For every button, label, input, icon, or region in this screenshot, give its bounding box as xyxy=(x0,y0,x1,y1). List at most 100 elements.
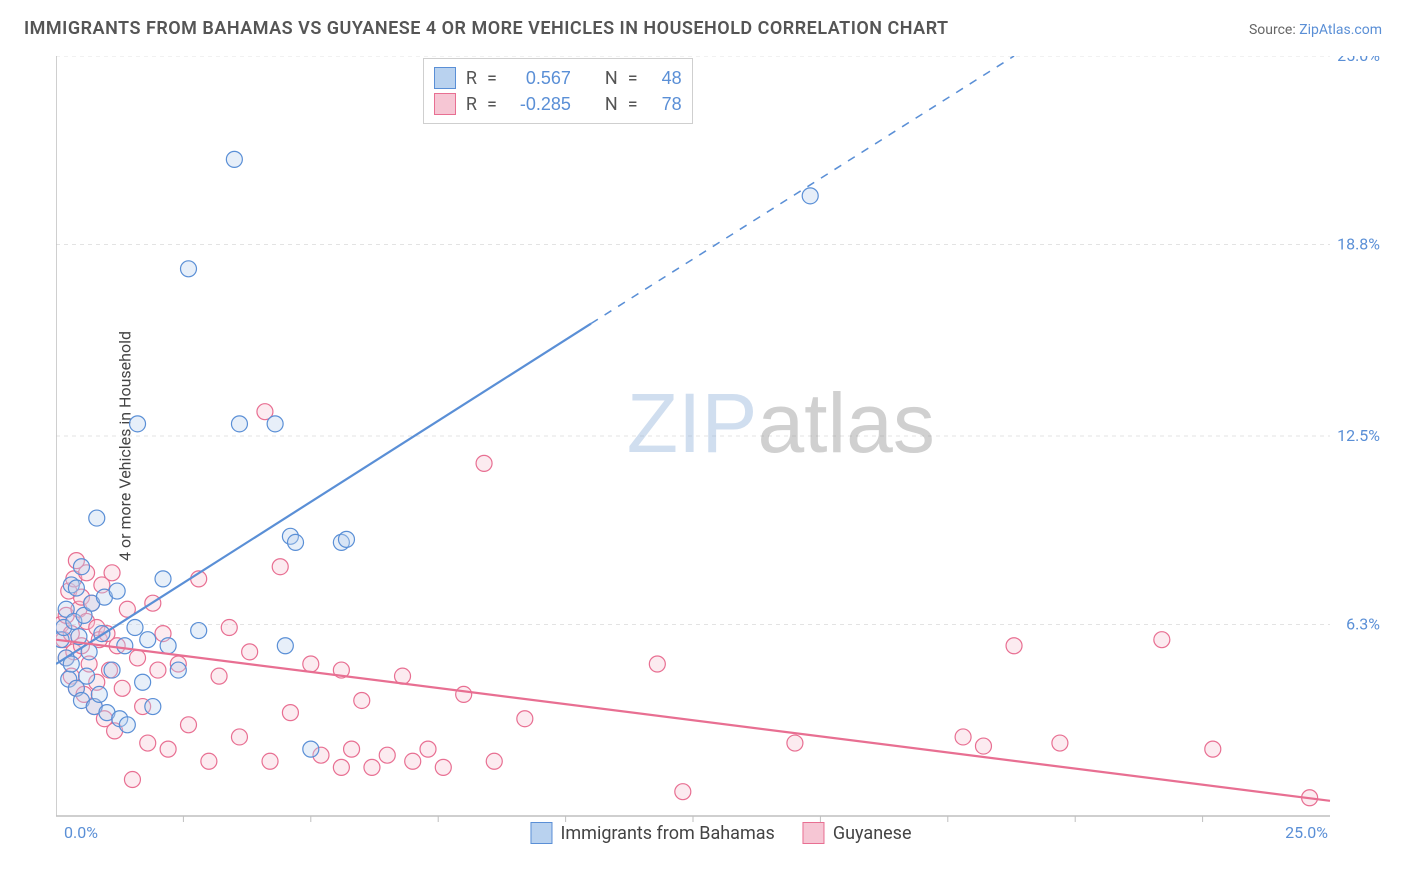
data-point-bahamas xyxy=(68,580,84,596)
data-point-guyanese xyxy=(282,705,298,721)
data-point-bahamas xyxy=(130,416,146,432)
y-tick-label: 6.3% xyxy=(1346,614,1380,633)
chart-svg: 6.3%12.5%18.8%25.0%0.0%25.0% xyxy=(56,56,1386,846)
corr-R-label: R xyxy=(466,68,477,89)
data-point-guyanese xyxy=(262,753,278,769)
corr-swatch-bahamas xyxy=(434,67,456,89)
data-point-bahamas xyxy=(117,638,133,654)
data-point-guyanese xyxy=(435,759,451,775)
data-point-bahamas xyxy=(104,662,120,678)
legend-swatch-guyanese xyxy=(803,822,825,844)
data-point-bahamas xyxy=(127,620,143,636)
data-point-guyanese xyxy=(1154,632,1170,648)
x-tick-label: 25.0% xyxy=(1285,823,1328,842)
data-point-guyanese xyxy=(649,656,665,672)
data-point-bahamas xyxy=(155,571,171,587)
data-point-guyanese xyxy=(420,741,436,757)
source-label: Source: xyxy=(1249,22,1299,38)
data-point-guyanese xyxy=(787,735,803,751)
data-point-guyanese xyxy=(517,711,533,727)
data-point-guyanese xyxy=(114,680,130,696)
y-tick-label: 12.5% xyxy=(1337,426,1380,445)
source-attribution: Source: ZipAtlas.com xyxy=(1249,22,1382,38)
corr-N-label: N xyxy=(605,68,618,89)
data-point-guyanese xyxy=(211,668,227,684)
data-point-guyanese xyxy=(955,729,971,745)
data-point-guyanese xyxy=(1205,741,1221,757)
data-point-bahamas xyxy=(231,416,247,432)
corr-eq: = xyxy=(487,68,497,89)
corr-row-bahamas: R = 0.567 N = 48 xyxy=(434,65,682,91)
data-point-bahamas xyxy=(170,662,186,678)
data-point-bahamas xyxy=(802,188,818,204)
data-point-guyanese xyxy=(675,784,691,800)
data-point-guyanese xyxy=(180,717,196,733)
data-point-guyanese xyxy=(303,656,319,672)
data-point-guyanese xyxy=(476,455,492,471)
corr-R-value-guyanese: -0.285 xyxy=(507,94,571,115)
data-point-guyanese xyxy=(486,753,502,769)
data-point-guyanese xyxy=(231,729,247,745)
corr-eq: = xyxy=(628,68,638,89)
data-point-bahamas xyxy=(119,717,135,733)
source-link[interactable]: ZipAtlas.com xyxy=(1299,22,1382,38)
y-tick-label: 25.0% xyxy=(1337,56,1380,65)
data-point-guyanese xyxy=(242,644,258,660)
data-point-bahamas xyxy=(135,674,151,690)
data-point-bahamas xyxy=(226,151,242,167)
data-point-bahamas xyxy=(180,261,196,277)
data-point-bahamas xyxy=(288,534,304,550)
data-point-guyanese xyxy=(160,741,176,757)
data-point-guyanese xyxy=(405,753,421,769)
data-point-bahamas xyxy=(89,510,105,526)
corr-swatch-guyanese xyxy=(434,93,456,115)
data-point-guyanese xyxy=(344,741,360,757)
data-point-guyanese xyxy=(364,759,380,775)
corr-N-value-guyanese: 78 xyxy=(648,94,682,115)
data-point-guyanese xyxy=(272,559,288,575)
data-point-guyanese xyxy=(140,735,156,751)
chart-plot-area: 6.3%12.5%18.8%25.0%0.0%25.0% ZIPatlas R=… xyxy=(56,56,1386,846)
data-point-bahamas xyxy=(338,531,354,547)
corr-N-label: N xyxy=(605,94,618,115)
corr-row-guyanese: R = -0.285 N = 78 xyxy=(434,91,682,117)
corr-R-value-bahamas: 0.567 xyxy=(507,68,571,89)
data-point-bahamas xyxy=(191,623,207,639)
data-point-bahamas xyxy=(277,638,293,654)
trendline-bahamas xyxy=(56,324,591,664)
data-point-guyanese xyxy=(333,759,349,775)
legend-item-guyanese: Guyanese xyxy=(803,822,912,844)
data-point-bahamas xyxy=(91,686,107,702)
data-point-guyanese xyxy=(456,686,472,702)
data-point-bahamas xyxy=(303,741,319,757)
corr-eq: = xyxy=(487,94,497,115)
legend-label-bahamas: Immigrants from Bahamas xyxy=(560,823,774,844)
data-point-guyanese xyxy=(104,565,120,581)
chart-title: IMMIGRANTS FROM BAHAMAS VS GUYANESE 4 OR… xyxy=(24,18,949,39)
legend-label-guyanese: Guyanese xyxy=(833,823,912,844)
data-point-guyanese xyxy=(201,753,217,769)
correlation-legend-box: R = 0.567 N = 48 R = -0.285 N = 78 xyxy=(423,58,693,124)
data-point-bahamas xyxy=(140,632,156,648)
x-tick-label: 0.0% xyxy=(64,823,98,842)
data-point-guyanese xyxy=(1052,735,1068,751)
trendline-guyanese xyxy=(56,640,1330,801)
data-point-guyanese xyxy=(975,738,991,754)
corr-R-label: R xyxy=(466,94,477,115)
corr-eq: = xyxy=(628,94,638,115)
data-point-guyanese xyxy=(354,692,370,708)
data-point-guyanese xyxy=(379,747,395,763)
bottom-legend: Immigrants from Bahamas Guyanese xyxy=(522,822,919,844)
data-point-bahamas xyxy=(73,559,89,575)
data-point-bahamas xyxy=(79,668,95,684)
data-point-guyanese xyxy=(221,620,237,636)
data-point-guyanese xyxy=(130,650,146,666)
data-point-bahamas xyxy=(145,699,161,715)
data-point-bahamas xyxy=(267,416,283,432)
legend-swatch-bahamas xyxy=(530,822,552,844)
data-point-guyanese xyxy=(150,662,166,678)
corr-N-value-bahamas: 48 xyxy=(648,68,682,89)
data-point-bahamas xyxy=(109,583,125,599)
legend-item-bahamas: Immigrants from Bahamas xyxy=(530,822,774,844)
data-point-guyanese xyxy=(124,772,140,788)
